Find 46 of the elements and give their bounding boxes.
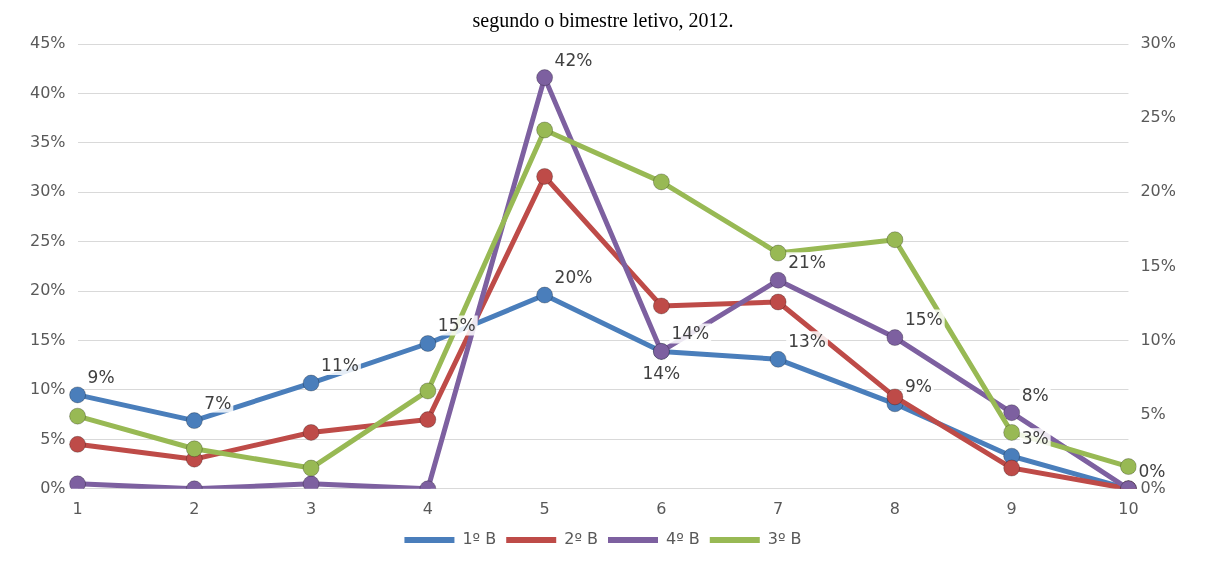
- x-tick-label: 9: [1006, 498, 1017, 518]
- x-tick-label: 8: [889, 498, 900, 518]
- data-label: 7%: [204, 392, 232, 413]
- data-label: 42%: [554, 49, 593, 70]
- y-tick-label: 30%: [30, 181, 66, 201]
- x-tick-label: 1: [72, 498, 83, 518]
- x-tick-label: 3: [306, 498, 317, 518]
- legend-label: 3º B: [767, 529, 802, 549]
- data-label: 9%: [87, 366, 115, 387]
- y2-tick-label: 15%: [1140, 255, 1176, 275]
- data-label: 11%: [321, 354, 359, 375]
- x-tick-label: 10: [1118, 498, 1139, 518]
- data-label: 14%: [671, 323, 710, 344]
- legend-label: 2º B: [564, 529, 598, 549]
- y2-tick-label: 20%: [1140, 181, 1176, 201]
- y2-tick-label: 30%: [1140, 33, 1176, 53]
- chart-title: segundo o bimestre letivo, 2012.: [472, 9, 734, 33]
- y-tick-label: 25%: [30, 230, 66, 250]
- data-label: 0%: [1138, 460, 1166, 481]
- y-tick-label: 35%: [30, 132, 66, 151]
- data-label: 13%: [788, 331, 826, 352]
- y-tick-label: 0%: [40, 477, 66, 497]
- data-label: 15%: [437, 315, 476, 336]
- y-tick-label: 20%: [30, 280, 66, 300]
- x-tick-label: 6: [656, 498, 667, 518]
- y2-tick-label: 5%: [1140, 403, 1166, 423]
- legend-label: 4º B: [666, 529, 700, 549]
- y-tick-label: 5%: [40, 428, 66, 448]
- y-tick-label: 40%: [30, 82, 66, 102]
- data-label: 20%: [554, 266, 593, 287]
- data-label: 14%: [642, 363, 681, 384]
- data-label: 3%: [1021, 428, 1049, 449]
- data-label: 9%: [904, 375, 932, 396]
- y2-tick-label: 10%: [1140, 329, 1176, 349]
- x-tick-label: 5: [539, 498, 550, 518]
- y2-tick-label: 25%: [1140, 107, 1176, 127]
- legend-label: 1º B: [462, 529, 497, 549]
- y-tick-label: 15%: [30, 329, 66, 349]
- y-tick-label: 10%: [30, 379, 66, 399]
- data-label: 15%: [904, 309, 943, 330]
- data-label: 21%: [788, 252, 826, 273]
- data-label: 8%: [1021, 384, 1049, 405]
- x-tick-label: 2: [189, 498, 200, 518]
- x-tick-label: 7: [773, 498, 784, 518]
- y-tick-label: 45%: [30, 33, 66, 53]
- x-tick-label: 4: [422, 498, 433, 518]
